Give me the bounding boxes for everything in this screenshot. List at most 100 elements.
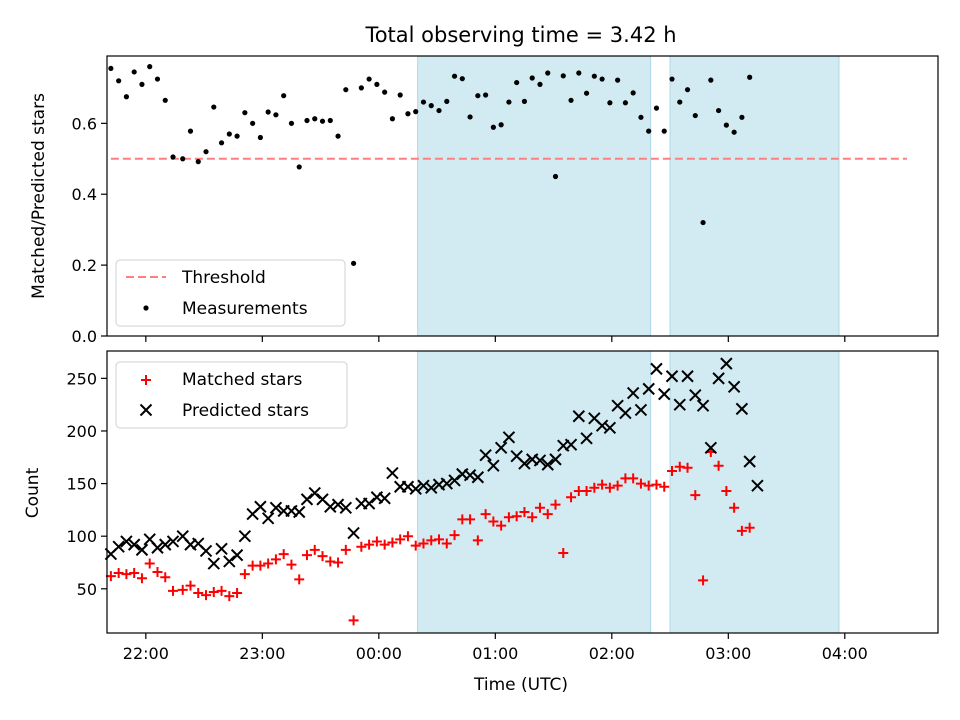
measurement-point [374, 81, 380, 87]
matched-star-point [278, 549, 289, 560]
matched-star-point [160, 572, 171, 583]
y-tick-label: 0.2 [72, 256, 97, 275]
measurement-point [716, 107, 722, 114]
predicted-star-point [595, 419, 609, 432]
legend-measurement-swatch [143, 305, 149, 311]
measurement-point [739, 114, 745, 120]
measurement-point [154, 76, 161, 82]
matched-star-point [441, 538, 452, 549]
predicted-star-point [541, 458, 554, 471]
matched-star-point [659, 481, 670, 492]
highlight-span [417, 350, 652, 634]
y-tick-label: 100 [66, 527, 97, 546]
matched-star-point [589, 482, 600, 493]
matched-star-point [270, 554, 281, 565]
predicted-star-point [463, 468, 477, 482]
measurement-point [490, 124, 496, 130]
legend-box [115, 259, 346, 327]
measurement-point [211, 104, 217, 110]
measurement-point [723, 122, 729, 128]
bottom-panel: 50 100 150 200 250 22:00 23:00 00:00 01:00 02:00 0… [66, 350, 939, 663]
measurement-point [265, 109, 271, 115]
legend-box [115, 361, 348, 429]
measurement-point [576, 70, 582, 76]
measurement-point [475, 93, 481, 99]
matched-star-point [193, 588, 204, 599]
measurement-point [139, 81, 145, 87]
predicted-star-point [409, 482, 422, 496]
legend-matched-swatch [141, 375, 151, 385]
matched-star-point [263, 558, 274, 569]
matched-star-point [682, 462, 693, 473]
axes-frame [106, 350, 939, 634]
measurement-point [545, 70, 551, 76]
x-tick-label: 03:00 [705, 644, 751, 663]
legend: Matched stars Predicted stars [115, 361, 348, 429]
matched-star-point [581, 485, 592, 496]
matched-star-point [371, 536, 382, 547]
measurement-point [226, 131, 232, 137]
measurement-point [170, 154, 176, 160]
matched-star-point [301, 550, 312, 561]
measurement-point [312, 116, 318, 122]
predicted-star-point [362, 497, 376, 510]
y-tick-label: 250 [66, 369, 97, 388]
measurement-point [708, 77, 714, 83]
measurement-point [187, 128, 194, 134]
matched-star-point [597, 479, 608, 490]
measurement-point [747, 74, 753, 80]
predicted-star-point [440, 477, 453, 490]
predicted-star-point [720, 357, 733, 370]
measurement-point [436, 107, 442, 114]
predicted-star-point [159, 538, 172, 551]
measurement-point [335, 133, 341, 139]
x-tick-label: 04:00 [822, 644, 868, 663]
matched-star-point [736, 525, 747, 536]
matched-star-point [729, 502, 740, 513]
measurement-point [389, 116, 396, 122]
matched-star-point [121, 569, 132, 580]
predicted-star-point [425, 481, 438, 494]
matched-star-point [698, 575, 709, 586]
measurement-point [583, 90, 590, 96]
measurement-point [288, 120, 295, 126]
matched-star-point [449, 530, 460, 541]
measurement-point [653, 105, 660, 111]
matched-star-point [387, 537, 398, 548]
predicted-star-point [293, 505, 306, 519]
predicted-star-point [331, 498, 345, 511]
y-tick-label: 0.0 [72, 327, 97, 346]
measurement-point [700, 219, 706, 226]
predicted-star-point [151, 541, 164, 554]
matched-star-point [185, 580, 196, 591]
predicted-star-point [642, 382, 655, 396]
matched-star-point [286, 559, 297, 570]
measurement-point [467, 114, 473, 120]
predicted-star-point [261, 512, 275, 525]
matched-star-point [294, 574, 305, 585]
measurement-point [599, 76, 605, 82]
matched-star-point [379, 539, 390, 550]
matched-star-point [534, 502, 545, 513]
measurement-point [366, 76, 372, 82]
predicted-star-point [401, 480, 415, 493]
measurement-point [692, 112, 698, 119]
measurement-point [661, 128, 667, 134]
matched-star-point [356, 541, 367, 552]
predicted-star-point [751, 479, 764, 492]
predicted-star-point [199, 544, 213, 558]
y-tick-label: 200 [66, 422, 97, 441]
matched-star-point [472, 535, 483, 546]
legend-predicted-swatch [139, 403, 153, 417]
predicted-star-point [727, 380, 741, 393]
predicted-star-point [135, 543, 149, 557]
measurement-point [568, 97, 574, 103]
measurement-point [607, 100, 613, 106]
predicted-star-point [502, 431, 516, 444]
matched-star-point [340, 544, 351, 555]
predicted-star-point [634, 403, 648, 417]
predicted-star-point [386, 466, 399, 480]
predicted-star-point [238, 529, 252, 543]
measurement-point [521, 98, 528, 104]
measurement-point [195, 159, 201, 165]
